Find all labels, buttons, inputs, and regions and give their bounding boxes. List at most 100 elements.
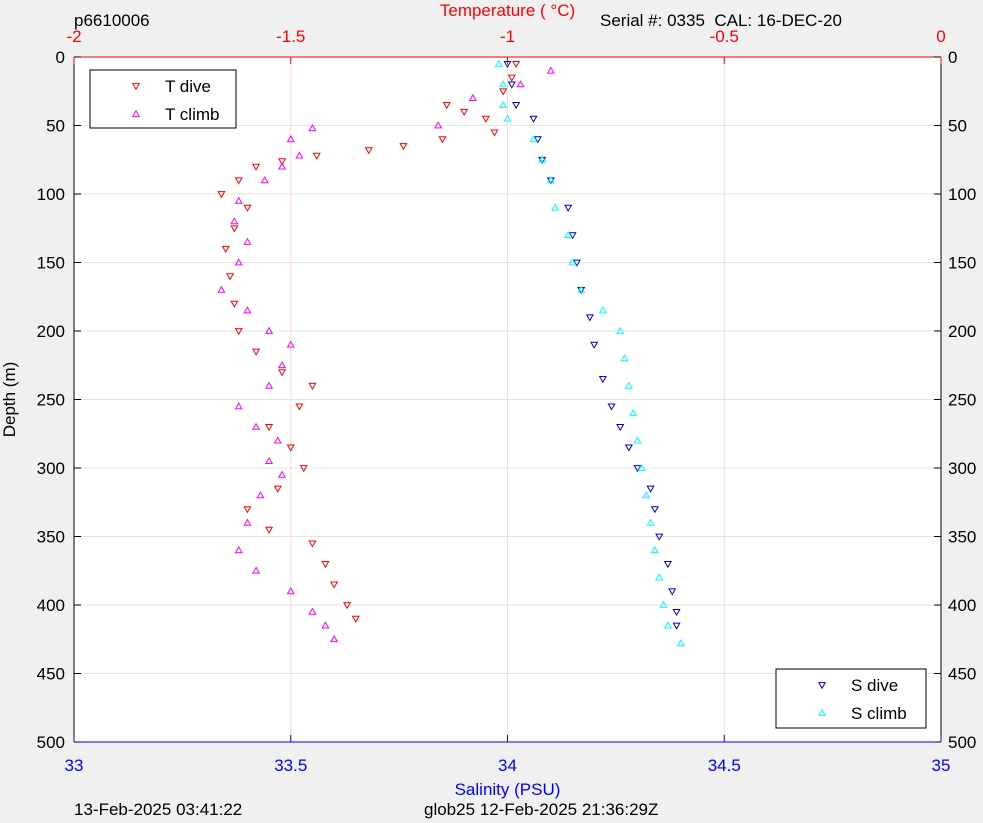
y-tick-label-right: 0 xyxy=(948,48,957,67)
y-tick-label-right: 200 xyxy=(948,322,976,341)
t-climb-point xyxy=(234,402,243,410)
t-climb-point xyxy=(308,607,317,615)
s-dive-point xyxy=(650,506,659,514)
s-dive-point xyxy=(607,403,616,411)
t-dive-point xyxy=(343,602,352,610)
s-dive-point xyxy=(672,622,681,630)
t-dive-point xyxy=(399,143,408,151)
s-dive-point xyxy=(616,424,625,432)
y-tick-label-right: 350 xyxy=(948,528,976,547)
t-climb-point xyxy=(278,162,287,170)
t-dive-point xyxy=(217,191,226,199)
temperature-tick-label: -1.5 xyxy=(276,27,305,46)
salinity-tick-label: 33 xyxy=(65,756,84,775)
s-dive-point xyxy=(503,60,512,69)
t-dive-point xyxy=(499,88,508,96)
y-tick-label-right: 400 xyxy=(948,596,976,615)
s-dive-point xyxy=(668,588,677,596)
t-climb-point xyxy=(286,340,295,348)
s-climb-point xyxy=(659,600,668,608)
t-dive-point xyxy=(230,225,239,233)
s-climb-point xyxy=(577,285,586,293)
t-dive-point xyxy=(330,581,339,589)
y-tick-label-left: 0 xyxy=(56,48,65,67)
s-dive-point xyxy=(564,204,573,212)
t-dive-point xyxy=(265,526,274,534)
t-dive-point xyxy=(460,108,469,117)
t-climb-point xyxy=(308,124,317,132)
t-dive-point xyxy=(243,204,252,212)
s-dive-point xyxy=(568,232,577,240)
y-tick-label-left: 500 xyxy=(37,733,65,752)
t-dive-point xyxy=(252,163,261,171)
header-right-label: Serial #: 0335 CAL: 16-DEC-20 xyxy=(600,11,842,30)
s-climb-point xyxy=(568,258,577,266)
s-dive-point xyxy=(663,561,672,569)
t-climb-point xyxy=(516,80,525,88)
t-dive-point xyxy=(278,369,287,377)
s-climb-point xyxy=(650,545,659,554)
t-climb-point xyxy=(434,121,443,129)
s-climb-point xyxy=(642,491,651,499)
temperature-legend xyxy=(89,69,237,129)
s-dive-point xyxy=(590,341,599,349)
t-climb-point xyxy=(234,196,243,204)
legend-t-climb-label: T climb xyxy=(165,105,219,124)
temperature-tick-label: -1 xyxy=(500,27,515,46)
t-dive-point xyxy=(252,348,261,356)
t-dive-point xyxy=(265,424,274,432)
s-climb-point xyxy=(624,381,633,389)
y-tick-label-left: 300 xyxy=(37,459,65,478)
legend-t-dive-marker xyxy=(131,83,141,91)
s-dive-point xyxy=(672,608,681,617)
temperature-tick-label: 0 xyxy=(936,27,945,46)
y-tick-label-left: 250 xyxy=(37,391,65,410)
s-climb-point xyxy=(499,100,508,108)
t-dive-point xyxy=(308,540,317,548)
y-tick-label-left: 400 xyxy=(37,596,65,615)
t-dive-point xyxy=(321,561,330,569)
temperature-tick-label: -0.5 xyxy=(710,27,739,46)
s-dive-point xyxy=(633,465,642,473)
s-dive-point xyxy=(529,115,538,123)
t-dive-point xyxy=(273,485,282,493)
salinity-legend xyxy=(775,668,927,729)
y-tick-label-left: 450 xyxy=(37,665,65,684)
s-dive-point xyxy=(598,376,607,384)
y-tick-label-left: 150 xyxy=(37,254,65,273)
t-climb-point xyxy=(230,217,239,225)
y-tick-label-right: 150 xyxy=(948,254,976,273)
y-tick-label-right: 100 xyxy=(948,185,976,204)
legend-t-dive-label: T dive xyxy=(165,77,211,96)
s-climb-point xyxy=(646,518,655,526)
s-dive-point xyxy=(624,444,633,452)
s-climb-point xyxy=(663,621,672,629)
t-climb-point xyxy=(546,66,555,74)
salinity-tick-label: 33.5 xyxy=(274,756,307,775)
s-climb-point xyxy=(551,203,560,211)
t-climb-point xyxy=(278,361,287,369)
y-tick-label-right: 450 xyxy=(948,665,976,684)
t-climb-point xyxy=(278,470,287,478)
s-climb-point xyxy=(503,114,512,122)
s-climb-point xyxy=(637,463,646,471)
t-climb-point xyxy=(321,621,330,629)
s-dive-point xyxy=(507,81,516,89)
t-climb-point xyxy=(468,93,477,101)
y-tick-label-left: 50 xyxy=(46,117,65,136)
t-dive-point xyxy=(438,136,447,144)
t-dive-point xyxy=(351,615,360,623)
s-climb-point xyxy=(494,59,503,67)
t-dive-point xyxy=(481,115,490,123)
y-tick-label-left: 200 xyxy=(37,322,65,341)
s-climb-point xyxy=(499,80,508,88)
salinity-tick-label: 35 xyxy=(932,756,951,775)
t-dive-point xyxy=(512,60,521,69)
t-climb-point xyxy=(273,436,282,444)
t-climb-point xyxy=(330,635,339,643)
s-climb-point xyxy=(676,639,685,647)
t-climb-point xyxy=(265,456,274,465)
legend-t-climb-marker xyxy=(131,109,141,117)
y-tick-label-left: 100 xyxy=(37,185,65,204)
footer-left-label: 13-Feb-2025 03:41:22 xyxy=(74,800,243,819)
